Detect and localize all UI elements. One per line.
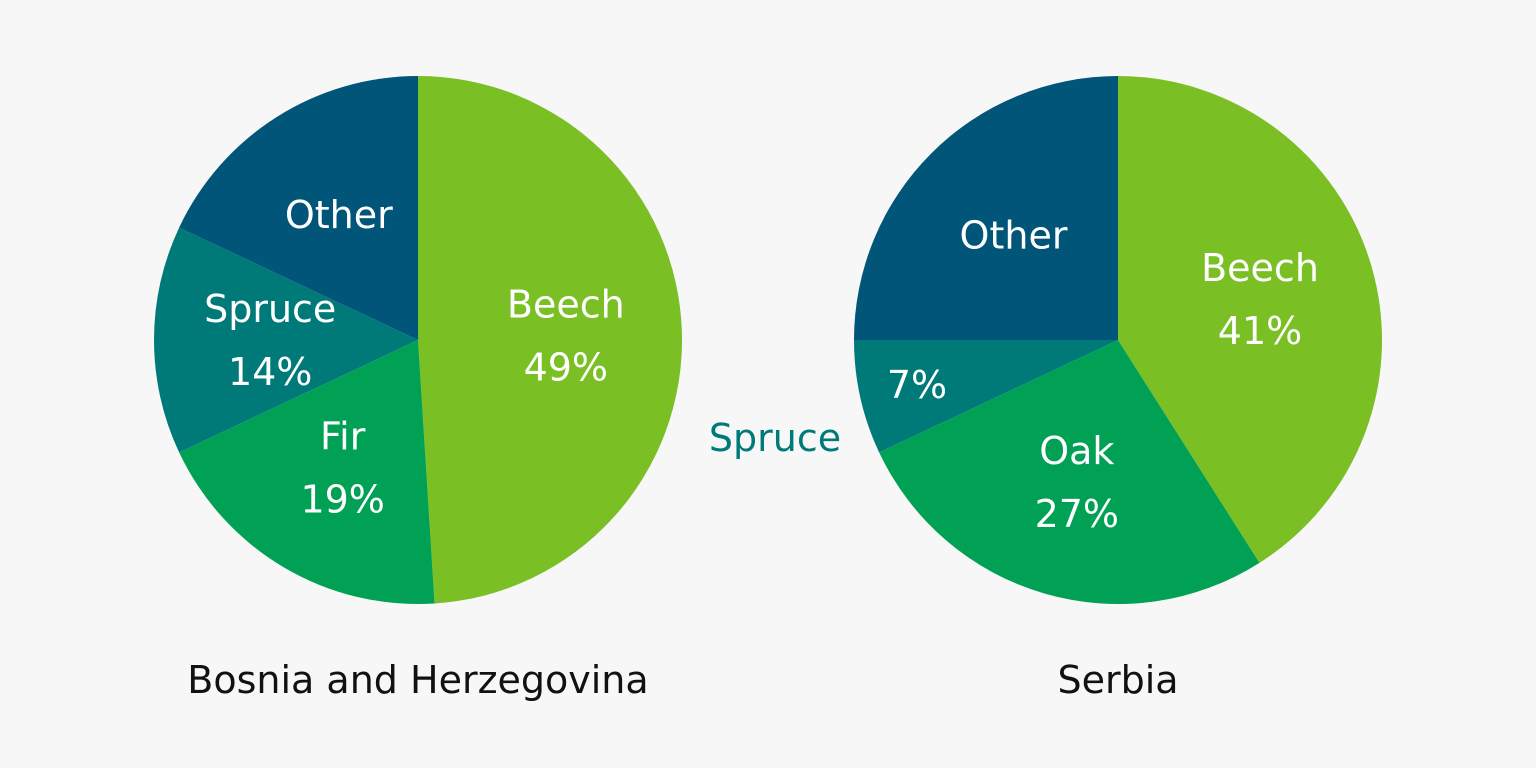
slice-label-beech: Beech 49% bbox=[507, 282, 625, 389]
pie-chart-bosnia: Beech 49% Fir 19% Spruce 14% Other bbox=[154, 76, 683, 605]
slice-name: Spruce bbox=[204, 287, 336, 331]
pie-slice-other bbox=[179, 76, 418, 340]
slice-label-spruce: Spruce bbox=[709, 416, 841, 460]
slice-name: Beech bbox=[1201, 246, 1319, 290]
slice-name: Fir bbox=[320, 414, 366, 458]
slice-name: Oak bbox=[1039, 429, 1114, 473]
slice-name: Other bbox=[960, 214, 1068, 258]
slice-value: 19% bbox=[300, 477, 384, 521]
pie-slice-beech bbox=[418, 76, 683, 604]
slice-value: 27% bbox=[1035, 492, 1119, 536]
pie-slice-beech bbox=[1118, 76, 1382, 563]
slice-label-other: Other bbox=[285, 193, 393, 237]
pie-slice-fir bbox=[179, 340, 435, 605]
chart-title: Serbia bbox=[1057, 658, 1178, 702]
slice-name: Other bbox=[285, 193, 393, 237]
slice-value-spruce: 7% bbox=[887, 363, 947, 407]
slice-name: Beech bbox=[507, 282, 625, 326]
slice-label-fir: Fir 19% bbox=[300, 414, 384, 521]
slice-value: 41% bbox=[1218, 309, 1302, 353]
slice-value: 14% bbox=[228, 350, 312, 394]
slice-label-oak: Oak 27% bbox=[1035, 429, 1119, 536]
pie-chart-serbia: Beech 41% Oak 27% 7% Spruce Other bbox=[709, 76, 1382, 604]
pie-slice-spruce bbox=[854, 340, 1118, 453]
pie-slice-oak bbox=[879, 340, 1260, 604]
chart-title: Bosnia and Herzegovina bbox=[187, 658, 648, 702]
pie-slice-spruce bbox=[154, 227, 418, 453]
slice-value: 49% bbox=[524, 345, 608, 389]
slice-label-beech: Beech 41% bbox=[1201, 246, 1319, 353]
slice-label-other: Other bbox=[960, 214, 1068, 258]
slice-label-spruce: Spruce 14% bbox=[204, 287, 336, 394]
pie-slice-other bbox=[854, 76, 1118, 340]
